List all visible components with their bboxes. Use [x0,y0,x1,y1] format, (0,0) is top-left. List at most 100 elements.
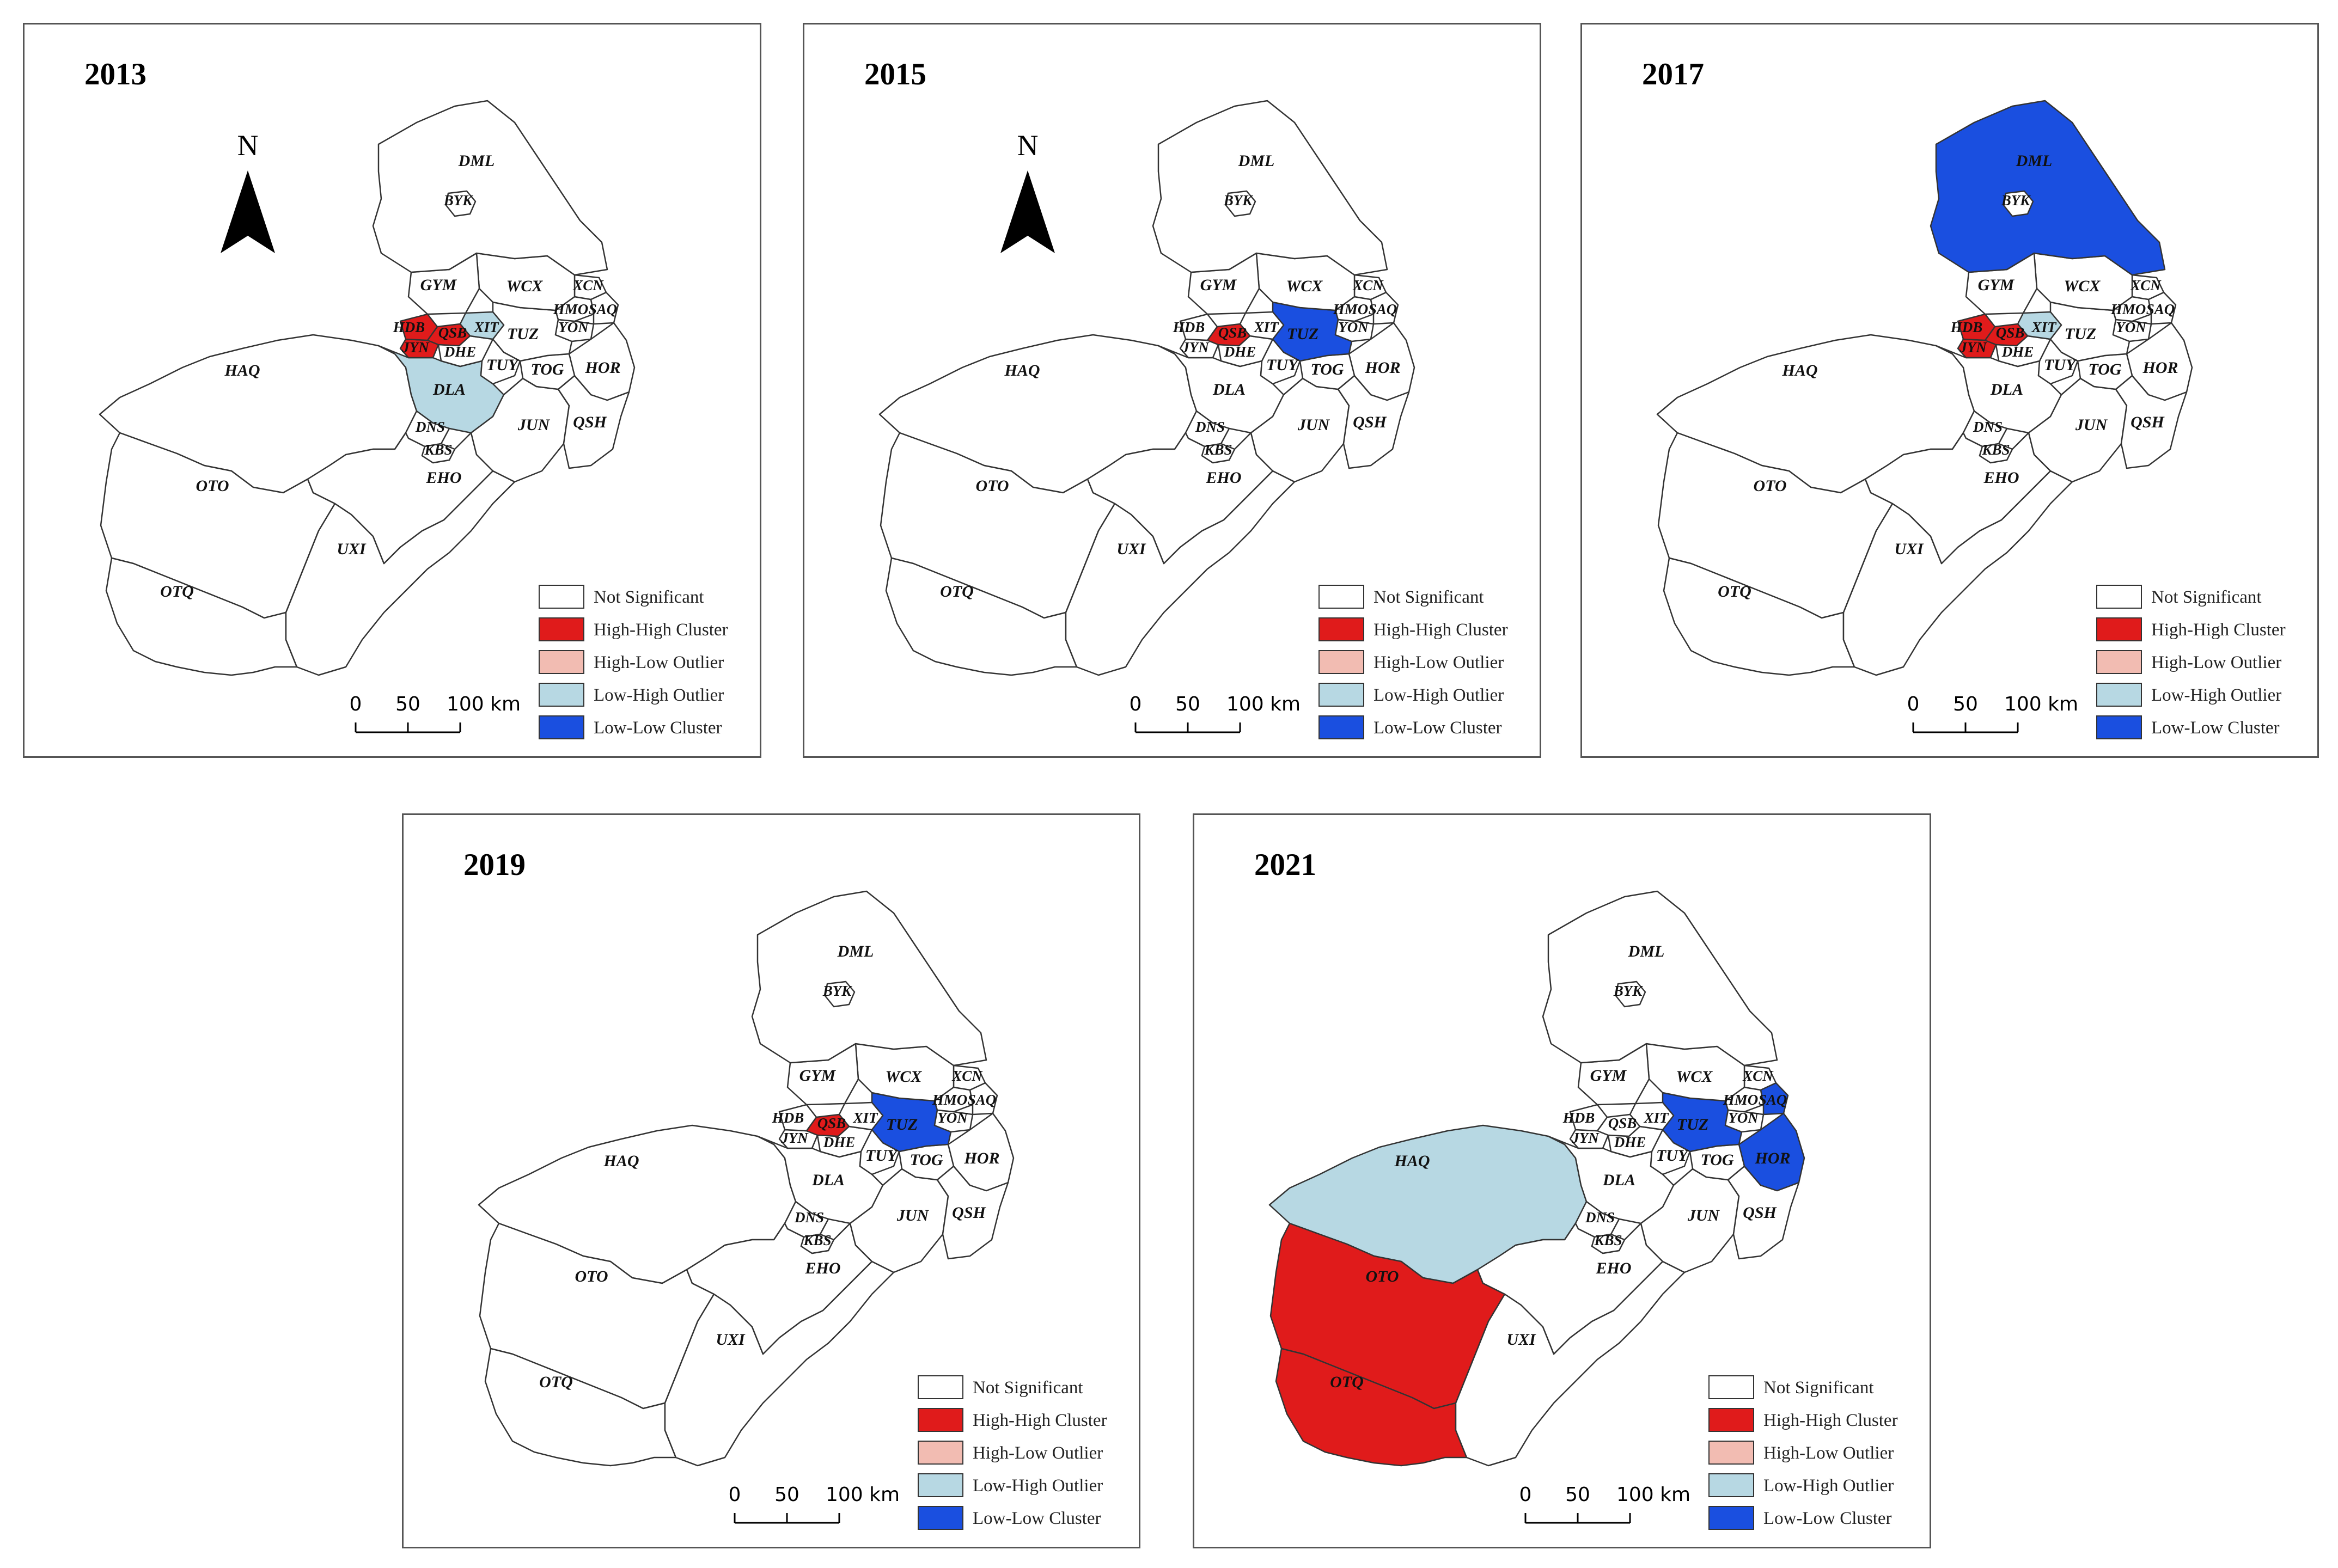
legend-swatch-high-high [1708,1408,1754,1432]
legend-swatch-low-low [1318,715,1364,739]
region-label-jun: JUN [517,416,551,434]
region-hor[interactable] [568,322,636,401]
region-hdb[interactable] [1569,1104,1608,1132]
region-hdb[interactable] [1957,313,1996,341]
region-label-otq: OTQ [940,583,974,601]
region-label-yon: YON [1338,319,1369,335]
region-hdb[interactable] [778,1104,817,1132]
region-label-eho: EHO [1205,469,1241,487]
region-label-wcx: WCX [1676,1068,1713,1086]
region-dml[interactable] [1152,100,1388,276]
scale-label-zero: 0 [1130,693,1142,715]
legend-label-high-low: High-Low Outlier [1374,653,1504,672]
region-label-kbs: KBS [1204,442,1232,458]
region-label-gym: GYM [799,1067,837,1085]
scale-bar: 0 50 100 km [1907,693,2078,733]
scale-label-end: 100 km [447,693,521,715]
region-otq[interactable] [1275,1347,1468,1467]
region-label-hdb: HDB [1950,319,1983,335]
region-label-tog: TOG [2088,360,2121,378]
region-otq[interactable] [885,557,1078,676]
region-otq[interactable] [484,1347,677,1467]
region-label-kbs: KBS [803,1232,831,1248]
choropleth-map: 2021 HAQ OTO OTQ UXI EHO DLA JUN QSH HOR TOG TUY DHE… [1254,848,1898,1530]
scale-label-zero: 0 [1907,693,1920,715]
scale-bar: 0 50 100 km [1519,1484,1690,1524]
region-label-qsh: QSH [1743,1204,1777,1222]
region-label-qsb: QSB [438,324,467,341]
map-panel-2021: 2021 HAQ OTO OTQ UXI EHO DLA JUN QSH HOR TOG TUY DHE… [1193,813,1931,1548]
legend-label-not-significant: Not Significant [1763,1378,1874,1398]
region-label-saq: SAQ [1759,1092,1787,1108]
region-dml[interactable] [1930,100,2166,276]
scale-label-end: 100 km [826,1484,900,1506]
region-dml[interactable] [372,100,608,276]
region-label-xit: XIT [473,319,499,335]
region-kbs[interactable] [1591,1233,1626,1254]
region-label-haq: HAQ [1781,362,1817,379]
region-label-gym: GYM [420,276,457,294]
region-kbs[interactable] [421,443,456,464]
region-label-qsh: QSH [573,413,607,431]
region-label-uxi: UXI [337,540,367,558]
legend-swatch-high-low [539,650,584,674]
legend-label-not-significant: Not Significant [1374,587,1484,607]
region-label-tuy: TUY [486,356,520,374]
legend-label-not-significant: Not Significant [973,1378,1083,1398]
legend-swatch-high-low [1708,1441,1754,1465]
legend-label-high-high: High-High Cluster [973,1411,1107,1430]
region-hor[interactable] [1738,1112,1805,1192]
region-label-xit: XIT [1253,319,1279,335]
region-dml[interactable] [751,890,987,1067]
region-kbs[interactable] [1201,443,1236,464]
year-title: 2019 [463,848,526,882]
region-hor[interactable] [1348,322,1415,401]
region-kbs[interactable] [800,1233,835,1254]
region-byk[interactable] [2003,190,2034,217]
region-label-dla: DLA [432,381,466,399]
legend: Not Significant High-High Cluster High-Low… [1708,1375,1898,1530]
region-label-haq: HAQ [1394,1152,1430,1170]
region-label-tuz: TUZ [2065,325,2096,343]
region-byk[interactable] [1225,190,1256,217]
region-label-xit: XIT [2031,319,2057,335]
scale-bar: 0 50 100 km [1130,693,1301,733]
region-label-hmo: HMO [2110,301,2146,317]
region-label-dhe: DHE [1614,1134,1646,1150]
region-label-tuy: TUY [865,1147,899,1165]
choropleth-map: 2015 HAQ OTO OTQ UXI EHO DLA JUN QSH HOR TOG TUY DHE… [864,57,1508,739]
region-label-haq: HAQ [1004,362,1040,379]
region-label-tog: TOG [909,1151,943,1169]
scale-label-zero: 0 [1519,1484,1532,1506]
region-hor[interactable] [2126,322,2193,401]
region-label-dns: DNS [1195,419,1225,435]
region-label-saq: SAQ [589,301,618,317]
scale-bar: 0 50 100 km [350,693,521,733]
region-label-hor: HOR [584,359,620,377]
north-label: N [1017,129,1039,162]
region-label-saq: SAQ [2146,301,2175,317]
region-label-uxi: UXI [1894,540,1924,558]
region-otq[interactable] [105,557,298,676]
region-label-qsb: QSB [1996,324,2025,341]
region-otq[interactable] [1663,557,1855,676]
region-label-hmo: HMO [1723,1092,1759,1108]
region-label-eho: EHO [1595,1259,1631,1277]
region-label-qsb: QSB [817,1115,846,1131]
region-label-hmo: HMO [1333,301,1369,317]
year-title: 2015 [864,57,926,91]
region-byk[interactable] [824,981,856,1008]
region-hor[interactable] [947,1112,1015,1192]
region-label-yon: YON [2116,319,2147,335]
region-dml[interactable] [1542,890,1778,1067]
legend-swatch-high-low [1318,650,1364,674]
region-kbs[interactable] [1979,443,2013,464]
region-label-saq: SAQ [1369,301,1397,317]
region-hdb[interactable] [1179,313,1218,341]
region-byk[interactable] [445,190,477,217]
region-hdb[interactable] [399,313,438,341]
region-label-dla: DLA [811,1171,845,1189]
region-label-haq: HAQ [603,1152,639,1170]
legend-label-high-low: High-Low Outlier [1763,1443,1894,1463]
region-byk[interactable] [1615,981,1646,1008]
